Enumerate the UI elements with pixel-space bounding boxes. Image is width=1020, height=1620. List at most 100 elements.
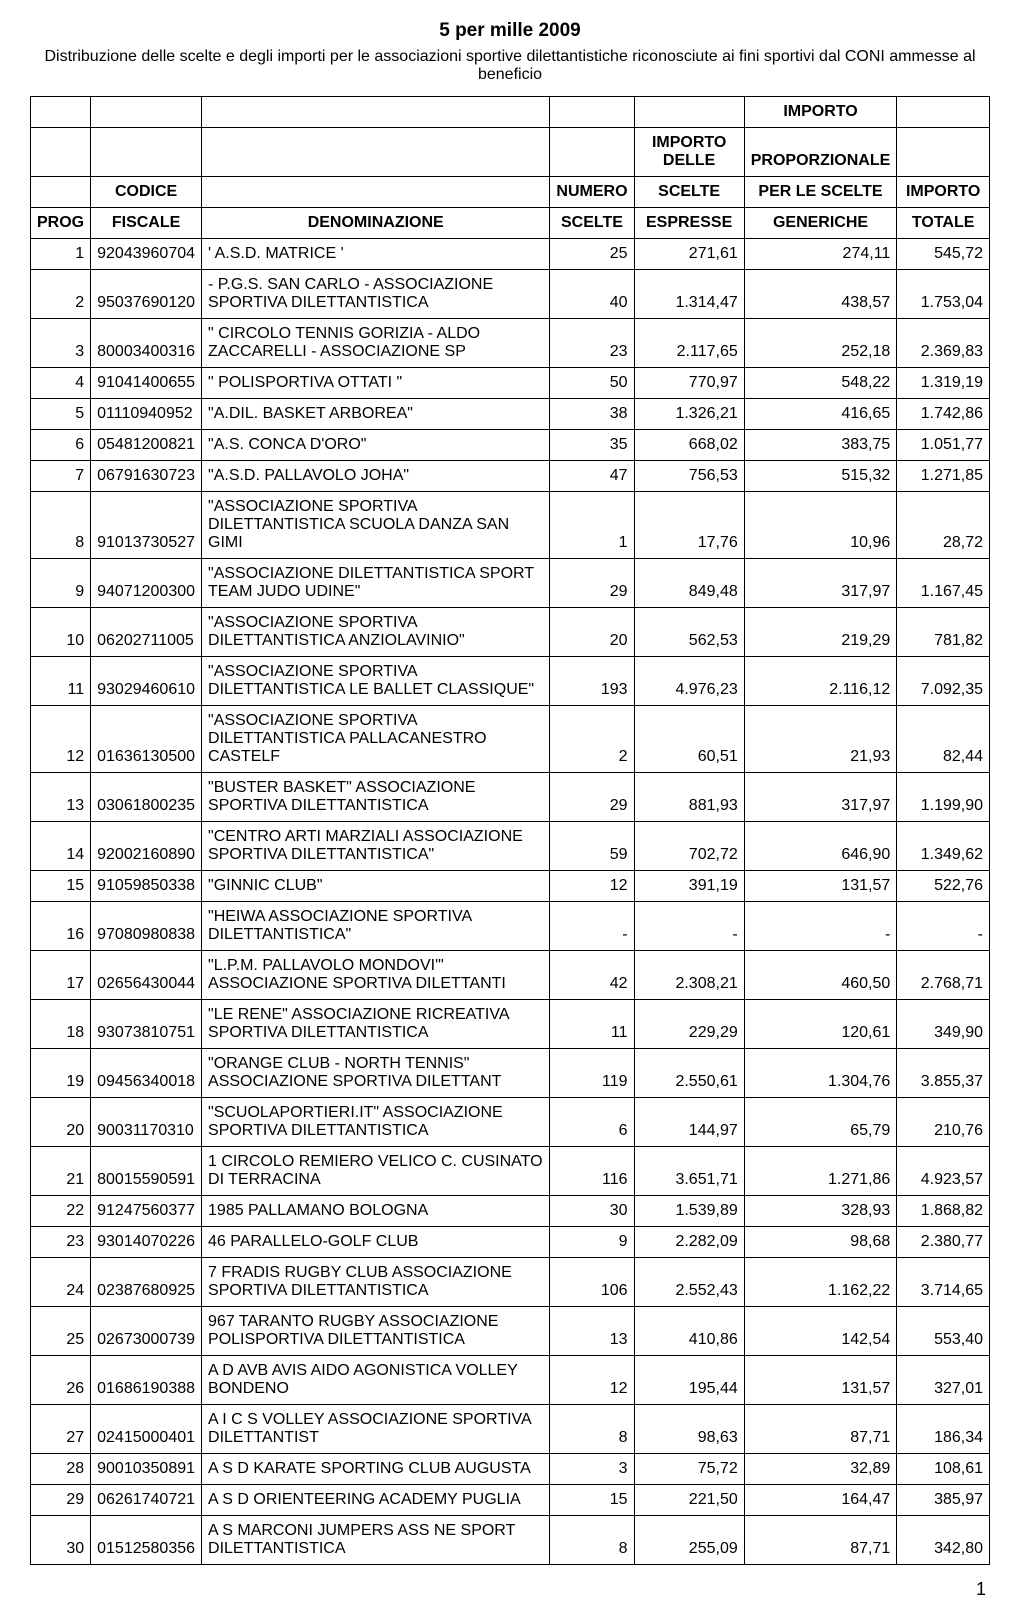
cell-denominazione: A S D KARATE SPORTING CLUB AUGUSTA xyxy=(202,1454,550,1485)
header-blank xyxy=(550,128,634,177)
cell-importo-totale: 7.092,35 xyxy=(897,657,990,706)
cell-prog: 28 xyxy=(31,1454,91,1485)
cell-denominazione: A I C S VOLLEY ASSOCIAZIONE SPORTIVA DIL… xyxy=(202,1405,550,1454)
cell-codice: 02656430044 xyxy=(91,951,202,1000)
cell-numero: 106 xyxy=(550,1258,634,1307)
cell-codice: 97080980838 xyxy=(91,902,202,951)
cell-importo-scelte: 98,63 xyxy=(634,1405,744,1454)
cell-importo-scelte: 849,48 xyxy=(634,559,744,608)
cell-importo-totale: 1.319,19 xyxy=(897,368,990,399)
cell-codice: 02415000401 xyxy=(91,1405,202,1454)
cell-importo-proporzionale: 646,90 xyxy=(744,822,897,871)
cell-importo-scelte: 271,61 xyxy=(634,239,744,270)
cell-importo-totale: 28,72 xyxy=(897,492,990,559)
cell-importo-totale: 1.868,82 xyxy=(897,1196,990,1227)
cell-numero: 13 xyxy=(550,1307,634,1356)
cell-codice: 93029460610 xyxy=(91,657,202,706)
cell-prog: 1 xyxy=(31,239,91,270)
table-row: 2890010350891A S D KARATE SPORTING CLUB … xyxy=(31,1454,990,1485)
cell-importo-proporzionale: 1.271,86 xyxy=(744,1147,897,1196)
table-row: 1193029460610"ASSOCIAZIONE SPORTIVA DILE… xyxy=(31,657,990,706)
cell-importo-proporzionale: 2.116,12 xyxy=(744,657,897,706)
cell-prog: 13 xyxy=(31,773,91,822)
header-blank xyxy=(634,97,744,128)
cell-denominazione: "ASSOCIAZIONE SPORTIVA DILETTANTISTICA A… xyxy=(202,608,550,657)
cell-importo-scelte: 3.651,71 xyxy=(634,1147,744,1196)
cell-denominazione: - P.G.S. SAN CARLO - ASSOCIAZIONE SPORTI… xyxy=(202,270,550,319)
cell-prog: 30 xyxy=(31,1516,91,1565)
cell-importo-scelte: 255,09 xyxy=(634,1516,744,1565)
cell-numero: 59 xyxy=(550,822,634,871)
cell-codice: 80015590591 xyxy=(91,1147,202,1196)
cell-prog: 23 xyxy=(31,1227,91,1258)
cell-importo-scelte: 881,93 xyxy=(634,773,744,822)
cell-denominazione: 967 TARANTO RUGBY ASSOCIAZIONE POLISPORT… xyxy=(202,1307,550,1356)
cell-prog: 6 xyxy=(31,430,91,461)
cell-codice: 92043960704 xyxy=(91,239,202,270)
cell-numero: 38 xyxy=(550,399,634,430)
cell-prog: 4 xyxy=(31,368,91,399)
cell-importo-totale: 210,76 xyxy=(897,1098,990,1147)
header-fiscale: FISCALE xyxy=(91,208,202,239)
cell-codice: 01636130500 xyxy=(91,706,202,773)
cell-denominazione: A S D ORIENTEERING ACADEMY PUGLIA xyxy=(202,1485,550,1516)
cell-importo-proporzionale: 32,89 xyxy=(744,1454,897,1485)
cell-denominazione: "A.S.D. PALLAVOLO JOHA" xyxy=(202,461,550,492)
cell-importo-scelte: 75,72 xyxy=(634,1454,744,1485)
cell-importo-proporzionale: 416,65 xyxy=(744,399,897,430)
cell-numero: 29 xyxy=(550,559,634,608)
cell-denominazione: 1985 PALLAMANO BOLOGNA xyxy=(202,1196,550,1227)
cell-importo-totale: 2.768,71 xyxy=(897,951,990,1000)
header-blank xyxy=(897,97,990,128)
table-row: 2601686190388A D AVB AVIS AIDO AGONISTIC… xyxy=(31,1356,990,1405)
cell-codice: 01110940952 xyxy=(91,399,202,430)
cell-numero: 2 xyxy=(550,706,634,773)
cell-denominazione: "A.DIL. BASKET ARBOREA" xyxy=(202,399,550,430)
cell-importo-scelte: 2.550,61 xyxy=(634,1049,744,1098)
cell-importo-totale: 2.369,83 xyxy=(897,319,990,368)
cell-importo-totale: 1.271,85 xyxy=(897,461,990,492)
cell-importo-scelte: 702,72 xyxy=(634,822,744,871)
cell-prog: 3 xyxy=(31,319,91,368)
cell-prog: 21 xyxy=(31,1147,91,1196)
cell-numero: 119 xyxy=(550,1049,634,1098)
cell-importo-scelte: 1.326,21 xyxy=(634,399,744,430)
cell-denominazione: "GINNIC CLUB" xyxy=(202,871,550,902)
cell-importo-scelte: 2.552,43 xyxy=(634,1258,744,1307)
cell-importo-scelte: 229,29 xyxy=(634,1000,744,1049)
table-row: 1591059850338"GINNIC CLUB"12391,19131,57… xyxy=(31,871,990,902)
cell-importo-scelte: 410,86 xyxy=(634,1307,744,1356)
header-importo-prop: IMPORTO xyxy=(744,97,897,128)
header-totale: TOTALE xyxy=(897,208,990,239)
cell-numero: 116 xyxy=(550,1147,634,1196)
cell-denominazione: " POLISPORTIVA OTTATI " xyxy=(202,368,550,399)
header-blank xyxy=(91,128,202,177)
cell-codice: 06202711005 xyxy=(91,608,202,657)
table-row: 1909456340018"ORANGE CLUB - NORTH TENNIS… xyxy=(31,1049,990,1098)
cell-codice: 05481200821 xyxy=(91,430,202,461)
cell-importo-scelte: 60,51 xyxy=(634,706,744,773)
cell-numero: 50 xyxy=(550,368,634,399)
cell-prog: 18 xyxy=(31,1000,91,1049)
cell-numero: 47 xyxy=(550,461,634,492)
table-row: 21800155905911 CIRCOLO REMIERO VELICO C.… xyxy=(31,1147,990,1196)
cell-importo-totale: 1.167,45 xyxy=(897,559,990,608)
table-row: 1893073810751"LE RENE" ASSOCIAZIONE RICR… xyxy=(31,1000,990,1049)
cell-importo-proporzionale: 1.162,22 xyxy=(744,1258,897,1307)
cell-prog: 7 xyxy=(31,461,91,492)
cell-numero: 29 xyxy=(550,773,634,822)
header-codice: CODICE xyxy=(91,177,202,208)
cell-codice: 80003400316 xyxy=(91,319,202,368)
cell-prog: 2 xyxy=(31,270,91,319)
table-row: 1303061800235"BUSTER BASKET" ASSOCIAZION… xyxy=(31,773,990,822)
cell-numero: 1 xyxy=(550,492,634,559)
cell-codice: 93073810751 xyxy=(91,1000,202,1049)
page-number: 1 xyxy=(30,1579,990,1600)
cell-importo-proporzionale: 120,61 xyxy=(744,1000,897,1049)
cell-numero: 11 xyxy=(550,1000,634,1049)
cell-importo-scelte: 756,53 xyxy=(634,461,744,492)
table-row: 2906261740721A S D ORIENTEERING ACADEMY … xyxy=(31,1485,990,1516)
cell-prog: 17 xyxy=(31,951,91,1000)
header-numero: NUMERO xyxy=(550,177,634,208)
table-row: 1006202711005"ASSOCIAZIONE SPORTIVA DILE… xyxy=(31,608,990,657)
